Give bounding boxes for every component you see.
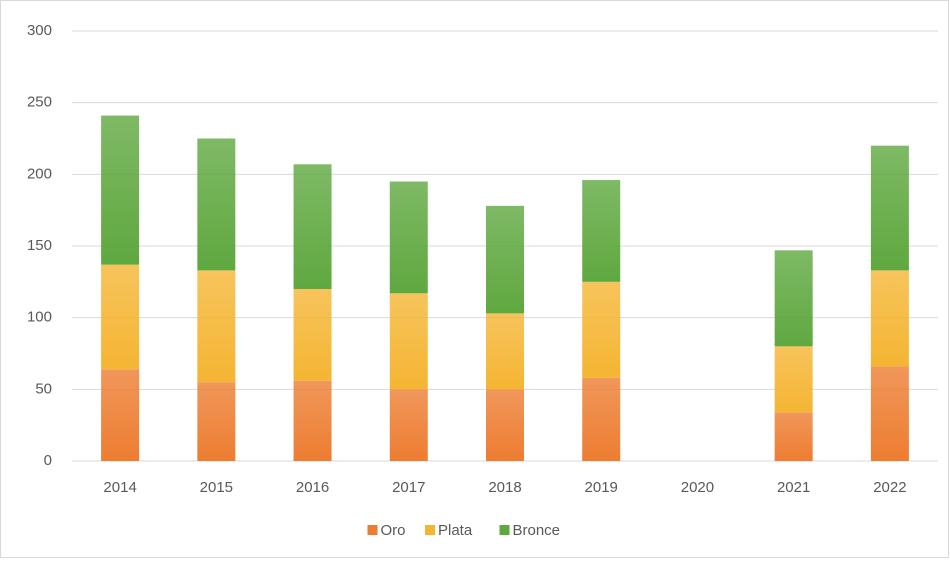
x-tick-label: 2017 bbox=[392, 479, 425, 496]
legend-swatch bbox=[367, 525, 378, 535]
legend-swatch bbox=[425, 525, 435, 535]
x-tick-label: 2016 bbox=[296, 479, 329, 496]
x-tick-label: 2020 bbox=[681, 479, 714, 496]
bar-segment bbox=[293, 289, 332, 381]
bar-segment bbox=[197, 270, 236, 383]
bar-segment bbox=[293, 164, 332, 289]
x-tick-label: 2021 bbox=[777, 479, 810, 496]
y-tick-label: 300 bbox=[27, 22, 52, 39]
y-tick-label: 250 bbox=[27, 94, 52, 111]
x-tick-label: 2015 bbox=[200, 479, 233, 496]
bar-segment bbox=[486, 389, 524, 461]
bar-segment bbox=[389, 181, 428, 294]
y-tick-label: 100 bbox=[27, 309, 52, 326]
y-tick-label: 50 bbox=[35, 380, 52, 397]
x-tick-label: 2022 bbox=[873, 479, 906, 496]
y-tick-label: 150 bbox=[27, 237, 52, 254]
bar-segment bbox=[197, 382, 236, 461]
bar-segment bbox=[197, 138, 236, 271]
bar-segment bbox=[389, 389, 428, 461]
bar-segment bbox=[486, 205, 524, 314]
y-tick-label: 0 bbox=[44, 452, 52, 469]
y-tick-label: 200 bbox=[27, 165, 52, 182]
bar-segment bbox=[582, 377, 621, 461]
bar-segment bbox=[774, 346, 813, 413]
x-tick-label: 2014 bbox=[103, 479, 136, 496]
x-tick-label: 2019 bbox=[585, 479, 618, 496]
bar-segment bbox=[293, 380, 332, 461]
legend-label: Plata bbox=[438, 522, 473, 539]
x-tick-label: 2018 bbox=[488, 479, 521, 496]
bar-segment bbox=[774, 250, 813, 347]
bar-segment bbox=[389, 293, 428, 390]
legend-label: Oro bbox=[381, 522, 406, 539]
bar-segment bbox=[101, 115, 140, 265]
bar-segment bbox=[486, 313, 524, 390]
legend-swatch bbox=[499, 525, 510, 535]
bar-segment bbox=[101, 369, 140, 461]
bar-segment bbox=[582, 281, 621, 378]
bar-segment bbox=[870, 366, 909, 461]
bar-segment bbox=[870, 270, 909, 367]
bar-segment bbox=[582, 180, 621, 282]
bar-segment bbox=[101, 264, 140, 370]
bar-segment bbox=[774, 412, 813, 461]
bar-segment bbox=[870, 145, 909, 271]
legend-label: Bronce bbox=[513, 522, 561, 539]
